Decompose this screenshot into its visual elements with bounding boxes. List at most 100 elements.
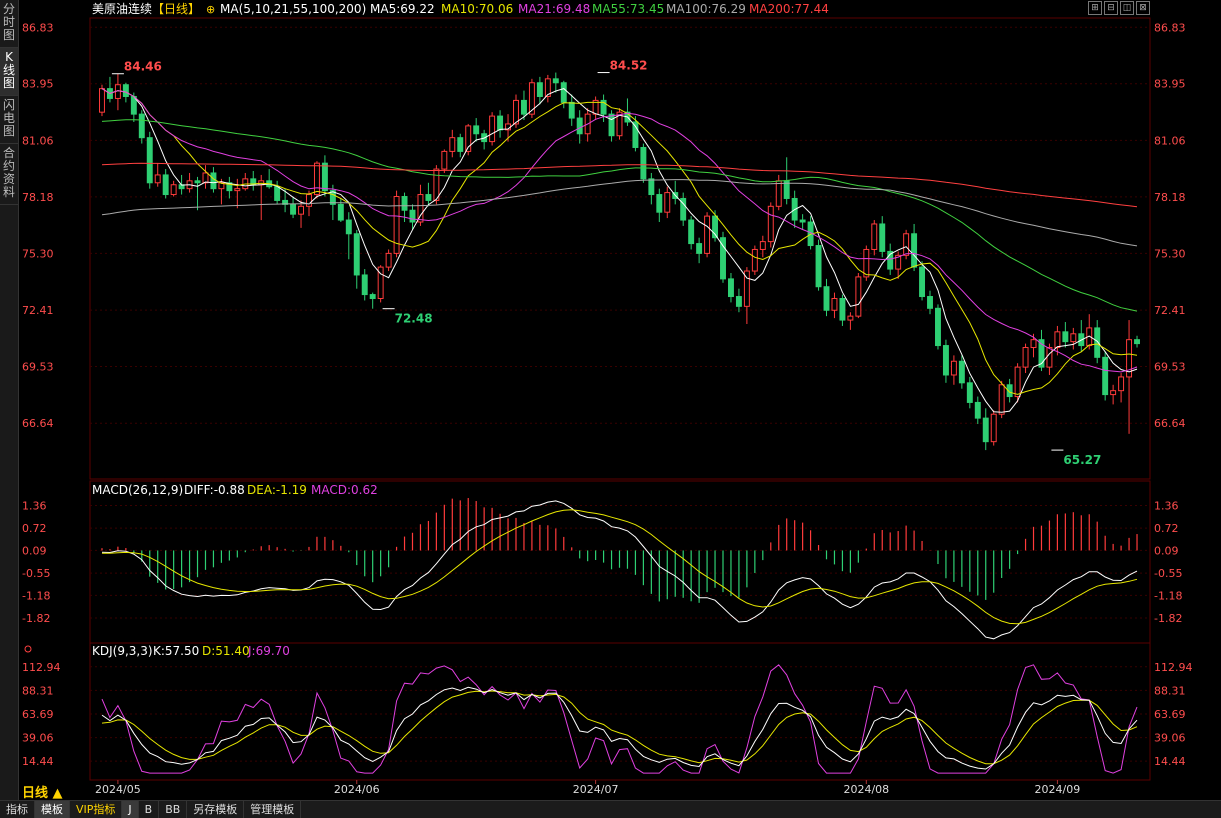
candle-body <box>321 162 328 192</box>
tab-b[interactable]: B <box>139 801 160 818</box>
candle-body <box>337 203 344 221</box>
candle-body <box>552 78 559 84</box>
candle-body <box>958 360 965 384</box>
candle-body <box>520 99 527 115</box>
macd-tick-left: 0.72 <box>22 522 47 535</box>
kdj-tick-left: 14.44 <box>22 755 54 768</box>
candle-body <box>528 82 535 115</box>
candle-body <box>704 215 711 254</box>
restore-icon[interactable]: ◫ <box>1120 1 1134 15</box>
candle-body <box>306 194 312 207</box>
panel-frame <box>89 17 1151 480</box>
tab-vip-indicator[interactable]: VIP指标 <box>70 801 123 818</box>
tab-j[interactable]: J <box>122 801 139 818</box>
ma-line-ma21 <box>101 88 1138 373</box>
price-tick-right: 78.18 <box>1154 191 1186 204</box>
close-panel-icon[interactable]: ⊠ <box>1136 1 1150 15</box>
candle-body <box>210 172 217 190</box>
candle-body <box>927 296 933 309</box>
candle-body <box>1022 347 1029 368</box>
sidebar-tab-contract-info[interactable]: 合约资料 <box>0 144 18 205</box>
candle-body <box>441 150 448 170</box>
kdj-tick-right: 88.31 <box>1154 684 1186 697</box>
candle-body <box>823 286 830 311</box>
candle-body <box>942 345 949 376</box>
expand-icon[interactable]: ⊞ <box>1088 1 1102 15</box>
candle-body <box>433 168 440 201</box>
candle-body <box>560 82 567 103</box>
candle-body <box>1070 333 1077 343</box>
candle-body <box>536 82 543 97</box>
kdj-tick-right: 112.94 <box>1154 661 1193 674</box>
price-tick-left: 78.18 <box>22 191 54 204</box>
price-tick-left: 81.06 <box>22 134 54 147</box>
price-tick-right: 86.83 <box>1154 21 1186 34</box>
tab-template[interactable]: 模板 <box>35 801 70 818</box>
tab-save-template[interactable]: 另存模板 <box>187 801 245 818</box>
candle-body <box>449 137 456 152</box>
x-tick-label: 2024/06 <box>334 783 380 796</box>
candle-body <box>1006 384 1013 398</box>
candle-body <box>799 219 806 223</box>
tab-bb[interactable]: BB <box>159 801 188 818</box>
sidebar-tab-kline-chart[interactable]: K线图 <box>0 48 18 96</box>
candle-body <box>998 384 1005 415</box>
candle-body <box>401 196 408 211</box>
candle-body <box>982 417 989 443</box>
kdj-tick-left: 88.31 <box>22 684 54 697</box>
candle-body <box>345 219 352 235</box>
kdj-tick-left: 112.94 <box>22 661 61 674</box>
candle-body <box>298 205 304 215</box>
gear-icon[interactable]: ⊕ <box>206 3 215 16</box>
extreme-label: 84.52 <box>610 59 648 73</box>
macd-tick-right: -1.18 <box>1154 589 1182 602</box>
kdj-settings-icon[interactable] <box>24 645 32 653</box>
candle-body <box>656 194 663 213</box>
candle-body <box>329 190 336 205</box>
candle-body <box>990 413 997 443</box>
candle-body <box>895 254 902 270</box>
x-tick-label: 2024/08 <box>843 783 889 796</box>
ma-line-ma5 <box>101 88 1138 413</box>
candle-body <box>919 266 926 298</box>
candle-body <box>377 266 384 299</box>
grid-view-icon[interactable]: ⊟ <box>1104 1 1118 15</box>
panel-frame <box>89 642 1151 781</box>
candle-body <box>465 125 472 152</box>
candle-body <box>457 137 464 152</box>
candle-body <box>361 274 368 296</box>
kdj-j-line <box>101 664 1138 774</box>
candle-body <box>234 188 241 192</box>
candle-body <box>831 297 838 311</box>
tab-manage-template[interactable]: 管理模板 <box>244 801 302 818</box>
ma-line-ma100 <box>101 179 1138 247</box>
candle-body <box>887 250 894 270</box>
sidebar-tab-time-chart[interactable]: 分时图 <box>0 0 18 48</box>
ma-params: MA(5,10,21,55,100,200) <box>220 2 366 16</box>
kdj-d-value: D:51.40 <box>202 644 250 658</box>
period-selector[interactable]: 日线 ▲ <box>22 786 63 801</box>
candle-body <box>743 270 750 307</box>
tab-indicator[interactable]: 指标 <box>0 801 35 818</box>
candle-body <box>1046 347 1053 368</box>
price-tick-left: 83.95 <box>22 78 54 91</box>
kdj-tick-right: 39.06 <box>1154 732 1186 745</box>
candle-body <box>879 223 886 252</box>
candle-body <box>274 186 281 201</box>
price-tick-right: 72.41 <box>1154 304 1186 317</box>
price-tick-left: 86.83 <box>22 21 54 34</box>
candle-body <box>775 180 782 207</box>
sidebar-tab-flash-chart[interactable]: 闪电图 <box>0 96 18 144</box>
candle-body <box>146 137 153 184</box>
x-tick-label: 2024/07 <box>573 783 619 796</box>
price-panel: 84.46 84.52 72.48 65.27 <box>99 59 1140 467</box>
kdj-title: KDJ(9,3,3) <box>92 644 153 658</box>
candle-body <box>815 245 822 288</box>
candle-body <box>122 84 129 97</box>
chart-canvas[interactable]: 84.46 84.52 72.48 65.27 86.83 86.83 83.95 83.9… <box>18 0 1221 800</box>
candle-body <box>616 111 623 137</box>
bottom-toolbar: 指标 模板 VIP指标 J B BB 另存模板 管理模板 <box>0 800 1221 818</box>
ma5-value: MA5:69.22 <box>370 2 435 16</box>
candle-body <box>727 278 734 298</box>
candle-body <box>664 192 671 213</box>
